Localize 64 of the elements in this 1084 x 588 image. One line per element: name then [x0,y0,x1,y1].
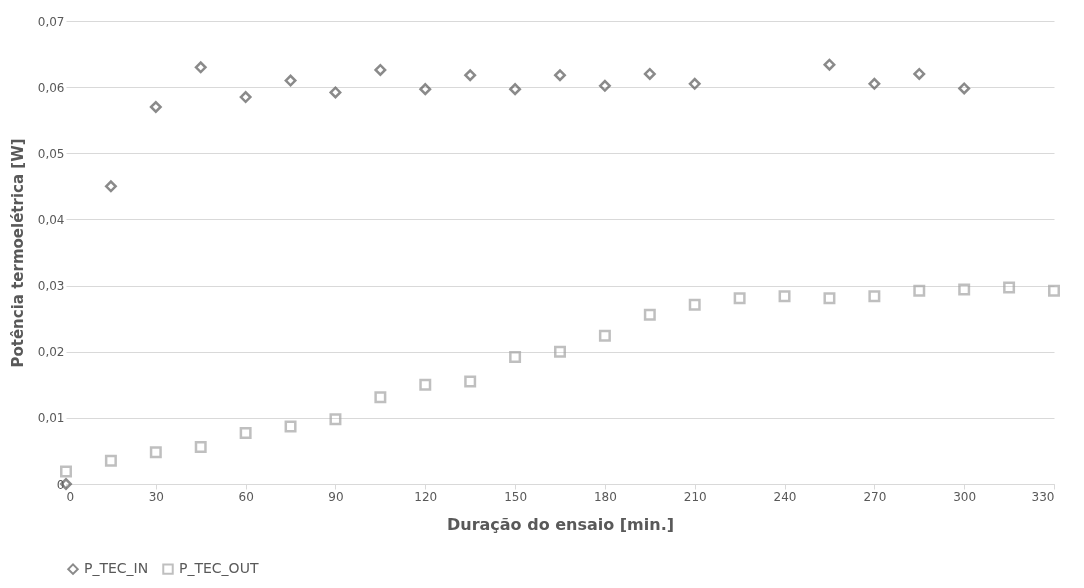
point [239,91,252,104]
point [778,290,791,303]
legend-label: P_TEC_OUT [179,560,259,577]
x-tick-label: 300 [953,489,977,504]
point [913,67,926,80]
y-tick-label: 0,05 [37,146,65,161]
point [60,465,72,478]
y-tick-label: 0,07 [37,14,65,29]
point [464,69,477,82]
point [554,69,566,82]
point [374,391,387,404]
point [329,413,342,426]
point [868,77,881,90]
x-tick-label: 30 [148,489,164,504]
point [104,454,117,467]
point [374,63,387,76]
x-tick-label: 210 [683,489,707,504]
point [958,82,971,95]
x-tick-label: 120 [414,489,438,504]
point [868,290,881,303]
x-tick-label: 150 [504,489,528,504]
point [958,283,971,296]
point [688,298,701,311]
point [913,284,926,297]
x-tick-label: 270 [863,489,887,504]
point [284,420,297,433]
point [509,83,522,96]
point [733,292,746,305]
y-axis-title: Potência termoelétrica [W] [8,138,27,368]
x-tick-label: 60 [238,489,254,504]
x-tick-label: 240 [773,489,797,504]
point [554,345,566,358]
y-tick-label: 0,03 [37,279,65,294]
point [643,67,656,80]
point [284,74,297,87]
x-tick-label: 0 [66,489,75,504]
point [643,308,656,321]
point [598,329,611,342]
point [688,77,701,90]
point [823,292,836,305]
point [329,86,342,99]
point [464,375,477,388]
point [1003,281,1016,294]
point [104,180,117,193]
point [419,83,432,96]
point [1048,284,1060,297]
point [823,58,836,71]
y-tick-label: 0,06 [37,80,65,95]
point [194,440,207,453]
x-tick-label: 90 [328,489,344,504]
point [509,351,522,363]
point [194,61,207,74]
y-tick-label: 0,04 [37,212,65,227]
point [239,427,252,440]
x-tick-label: 330 [1031,489,1055,504]
y-tick-label: 0,02 [37,345,65,360]
x-axis-title: Duração do ensaio [min.] [446,514,675,534]
point [419,378,432,391]
y-tick-label: 0,01 [37,411,65,426]
legend-label: P_TEC_IN [84,560,149,577]
x-tick-label: 180 [593,489,617,504]
point [149,100,162,113]
point [149,446,162,459]
point [598,79,611,92]
